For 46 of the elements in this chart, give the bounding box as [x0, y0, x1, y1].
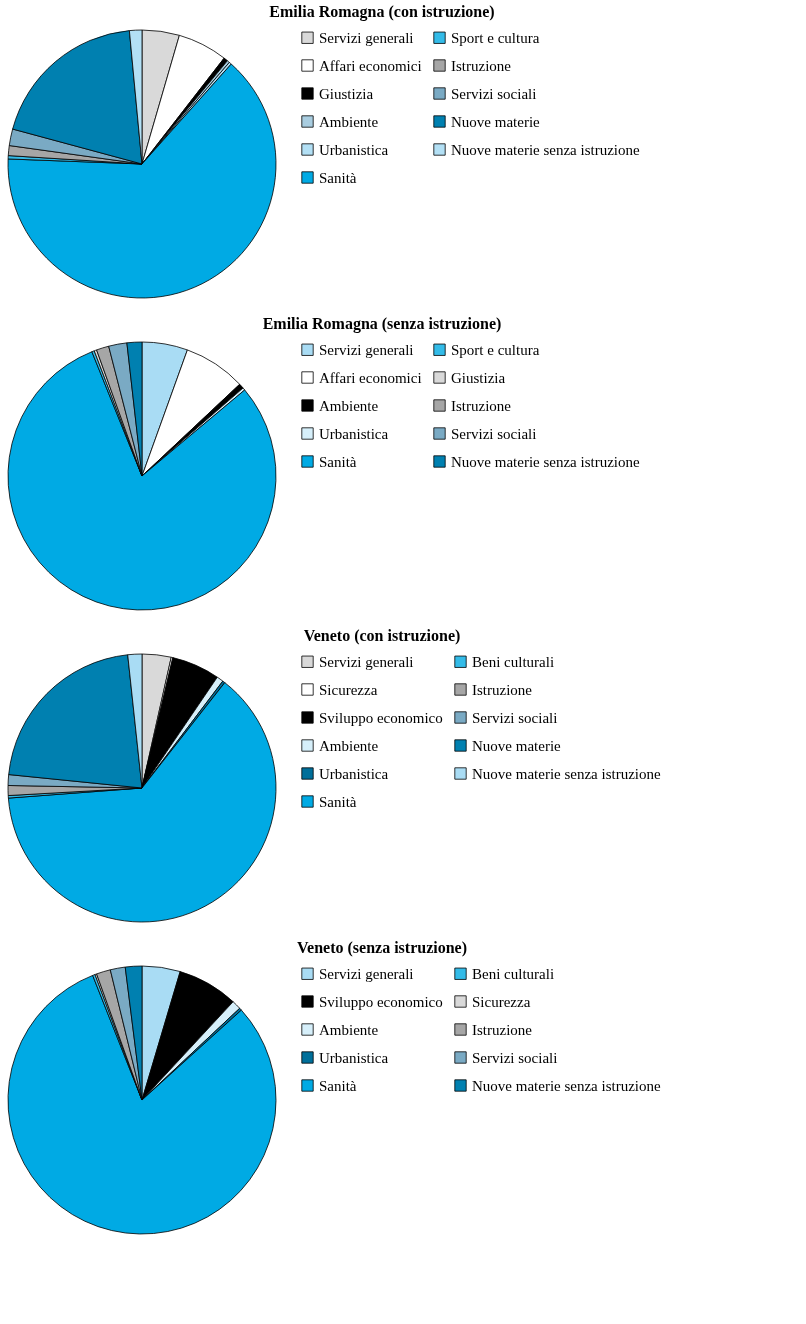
- legend-label: Urbanistica: [319, 1049, 389, 1066]
- chart-title: Emilia Romagna (con istruzione): [269, 3, 495, 22]
- legend-label: Urbanistica: [319, 425, 389, 442]
- legend-label: Ambiente: [319, 397, 379, 414]
- legend-label: Sanità: [319, 793, 357, 810]
- legend-label: Servizi generali: [319, 965, 414, 982]
- chart-title: Veneto (senza istruzione): [296, 939, 468, 958]
- legend-label: Servizi sociali: [451, 85, 537, 102]
- legend-label: Sport e cultura: [451, 29, 540, 46]
- legend-label: Nuove materie senza istruzione: [451, 141, 641, 158]
- legend-label: Giustizia: [451, 369, 506, 386]
- legend-label: Sanità: [319, 1077, 357, 1094]
- legend-label: Sicurezza: [319, 681, 378, 698]
- legend-label: Beni culturali: [472, 653, 555, 670]
- legend-label: Servizi sociali: [472, 709, 558, 726]
- legend-label: Nuove materie: [472, 737, 562, 754]
- legend-label: Beni culturali: [472, 965, 555, 982]
- legend-label: Istruzione: [472, 681, 533, 698]
- legend-label: Nuove materie senza istruzione: [451, 453, 641, 470]
- legend-label: Ambiente: [319, 1021, 379, 1038]
- legend-label: Servizi generali: [319, 653, 414, 670]
- legend-label: Servizi sociali: [472, 1049, 558, 1066]
- legend-label: Sicurezza: [472, 993, 531, 1010]
- chart-title: Veneto (con istruzione): [303, 627, 461, 646]
- legend-label: Sport e cultura: [451, 341, 540, 358]
- legend-label: Affari economici: [319, 57, 422, 74]
- legend-label: Sviluppo economico: [319, 993, 443, 1010]
- legend-label: Ambiente: [319, 113, 379, 130]
- legend-label: Ambiente: [319, 737, 379, 754]
- chart-title: Emilia Romagna (senza istruzione): [262, 315, 502, 334]
- legend-label: Urbanistica: [319, 141, 389, 158]
- legend-label: Istruzione: [472, 1021, 533, 1038]
- legend-label: Nuove materie senza istruzione: [472, 1077, 662, 1094]
- legend-label: Servizi generali: [319, 341, 414, 358]
- legend-label: Affari economici: [319, 369, 422, 386]
- legend-label: Servizi sociali: [451, 425, 537, 442]
- legend-label: Nuove materie senza istruzione: [472, 765, 662, 782]
- legend-label: Urbanistica: [319, 765, 389, 782]
- legend-label: Istruzione: [451, 57, 512, 74]
- legend-label: Sanità: [319, 453, 357, 470]
- legend-label: Istruzione: [451, 397, 512, 414]
- legend-label: Sanità: [319, 169, 357, 186]
- legend-label: Sviluppo economico: [319, 709, 443, 726]
- legend-label: Nuove materie: [451, 113, 541, 130]
- legend-label: Giustizia: [319, 85, 374, 102]
- legend-label: Servizi generali: [319, 29, 414, 46]
